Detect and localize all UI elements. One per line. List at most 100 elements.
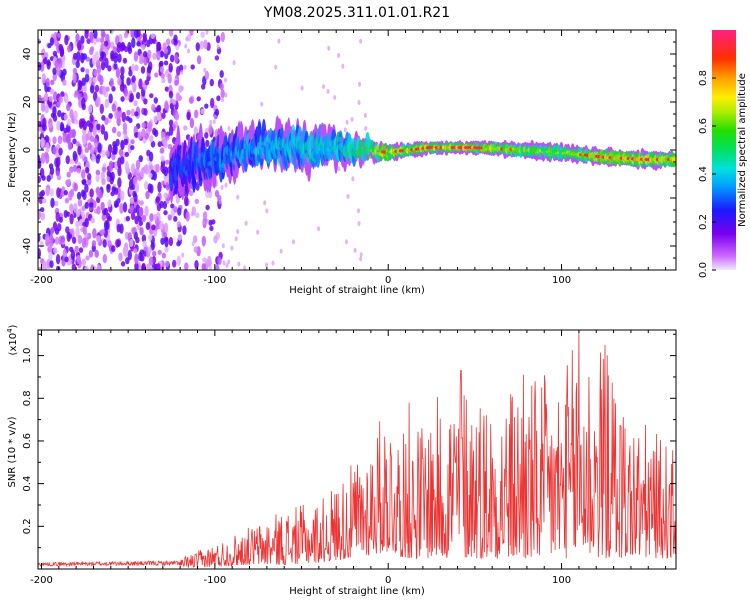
- spectrogram-y-tick-label: 0: [22, 147, 33, 153]
- spectrogram-cell: [337, 52, 341, 58]
- spectrogram-cell: [95, 187, 100, 194]
- spectrogram-cell: [98, 191, 103, 199]
- spectrogram-cell: [142, 240, 147, 248]
- spectrogram-cell: [206, 218, 210, 224]
- spectrogram-cell: [130, 212, 136, 220]
- spectrogram-cell: [244, 220, 248, 226]
- spectrogram-cell: [49, 37, 55, 46]
- spectrogram-cell: [57, 138, 63, 145]
- spectrogram-cell: [109, 77, 114, 88]
- spectrogram-cell: [130, 163, 136, 174]
- spectrogram-cell: [363, 113, 367, 118]
- spectrogram-cell: [227, 259, 231, 265]
- spectrogram-cell: [130, 145, 135, 151]
- spectrogram-cell: [38, 209, 41, 220]
- spectrogram-cell: [204, 103, 209, 109]
- spectrogram-cell: [181, 252, 185, 258]
- spectrogram-cell: [129, 197, 135, 205]
- spectrogram-cell: [63, 190, 68, 196]
- spectrogram-cell: [202, 220, 206, 226]
- spectrogram-cell: [129, 207, 134, 213]
- spectrogram-cell: [138, 206, 144, 217]
- spectrogram-cell: [82, 53, 88, 60]
- spectrogram-cell: [75, 60, 80, 69]
- spectrogram-cell: [67, 45, 72, 53]
- snr-x-tick-label: 0: [385, 575, 391, 586]
- spectrogram-cell: [147, 49, 152, 59]
- spectrogram-cell: [106, 183, 111, 190]
- spectrogram-cell: [116, 111, 121, 119]
- spectrogram-cell: [64, 95, 69, 104]
- spectrogram-cell: [134, 182, 140, 193]
- spectrogram-cell: [192, 235, 198, 244]
- spectrogram-cell: [317, 226, 321, 232]
- spectrogram-cell: [196, 96, 201, 102]
- spectrogram-cell: [111, 245, 116, 253]
- spectrogram-cell: [80, 189, 86, 198]
- spectrogram-cell: [103, 207, 109, 216]
- spectrogram-cell: [140, 169, 145, 178]
- spectrogram-cell: [138, 78, 143, 90]
- spectrogram-cell: [107, 215, 113, 222]
- spectrogram-cell: [163, 47, 169, 55]
- spectrogram-cell: [55, 254, 61, 265]
- spectrogram-cell: [209, 225, 214, 232]
- spectrogram-cell: [209, 78, 214, 87]
- spectrogram-cell: [357, 100, 361, 105]
- snr-y-tick-label: 0.4: [22, 476, 33, 492]
- spectrogram-cell: [208, 264, 212, 270]
- spectrogram-cell: [150, 33, 155, 39]
- spectrogram-cell: [84, 30, 89, 39]
- spectrogram-cell: [84, 73, 90, 83]
- spectrogram-cell: [174, 53, 179, 64]
- spectrogram-cell: [351, 176, 355, 182]
- spectrogram-cell: [91, 153, 96, 163]
- spectrogram-cell: [151, 103, 156, 112]
- spectrogram-cell: [146, 65, 152, 74]
- spectrogram-cell: [93, 69, 98, 77]
- spectrogram-cell: [86, 38, 91, 44]
- spectrogram-cell: [54, 228, 60, 235]
- spectrogram-cell: [164, 246, 169, 253]
- spectrogram-cell: [75, 33, 80, 43]
- spectrogram-cell: [155, 163, 160, 173]
- snr-y-tick-label: 1.0: [22, 348, 33, 364]
- spectrogram-cell: [128, 179, 134, 190]
- spectrogram-cell: [75, 227, 80, 239]
- spectrogram-cell: [96, 264, 101, 270]
- spectrogram-cell: [45, 232, 50, 243]
- spectrogram-cell: [92, 77, 98, 83]
- spectrogram-cell: [93, 137, 98, 143]
- spectrogram-cell: [152, 52, 157, 60]
- spectrogram-cell: [131, 75, 136, 83]
- spectrogram-cell: [150, 140, 156, 148]
- spectrogram-cell: [173, 34, 178, 43]
- spectrogram-cell: [60, 91, 65, 97]
- spectrogram-cell: [152, 214, 158, 220]
- spectrogram-cell: [168, 125, 174, 136]
- spectrogram-cell: [58, 96, 63, 104]
- spectrogram-cell: [123, 32, 129, 39]
- spectrogram-cell: [94, 146, 99, 154]
- spectrogram-cell: [84, 183, 89, 193]
- spectrogram-cell: [134, 30, 139, 39]
- spectrogram-cell: [141, 264, 146, 270]
- spectrogram-cell: [202, 211, 208, 220]
- spectrogram-cell: [88, 104, 93, 114]
- spectrogram-cell: [40, 212, 45, 221]
- spectrogram-cell: [122, 202, 128, 213]
- spectrogram-cell: [190, 64, 195, 70]
- spectrogram-cell: [55, 170, 60, 177]
- spectrogram-cell: [46, 59, 51, 70]
- spectrogram-cell: [125, 257, 130, 265]
- spectrogram-cell: [77, 79, 82, 91]
- spectrogram-cell: [120, 190, 125, 201]
- spectrogram-cell: [84, 265, 89, 270]
- spectrogram-cell: [72, 138, 77, 145]
- spectrogram-cell: [173, 206, 178, 213]
- spectrogram-cell: [66, 178, 72, 187]
- spectrogram-cell: [341, 63, 345, 69]
- spectrogram-cell: [152, 171, 157, 181]
- spectrogram-x-tick-label: 0: [385, 275, 391, 286]
